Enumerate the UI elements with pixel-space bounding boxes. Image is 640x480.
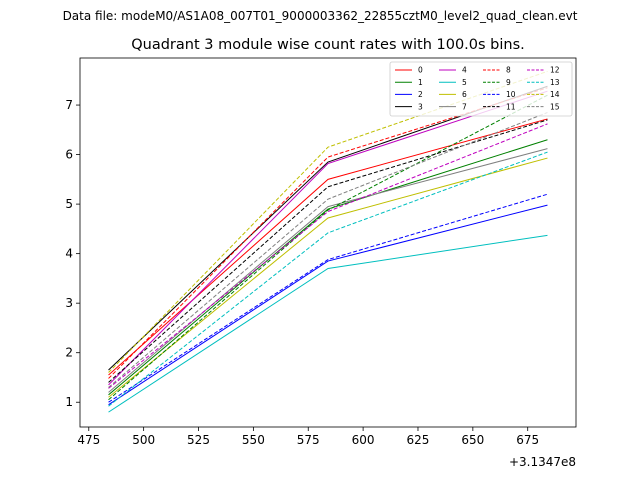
legend-label-10: 10	[506, 90, 516, 99]
x-tick-label-650: 650	[461, 433, 484, 447]
legend-label-8: 8	[506, 66, 511, 75]
x-tick-label-600: 600	[352, 433, 375, 447]
legend-label-13: 13	[550, 78, 560, 87]
series-line-0	[108, 118, 548, 376]
series-line-9	[108, 94, 548, 401]
series-line-3	[108, 85, 548, 371]
legend-label-7: 7	[462, 102, 467, 111]
y-tick-label-2: 2	[65, 346, 73, 360]
legend-label-6: 6	[462, 90, 467, 99]
series-line-1	[108, 139, 548, 396]
legend-label-2: 2	[418, 90, 423, 99]
legend-label-5: 5	[462, 78, 467, 87]
suptitle: Data file: modeM0/AS1A08_007T01_90000033…	[63, 9, 578, 23]
x-tick-label-675: 675	[516, 433, 539, 447]
x-tick-label-500: 500	[132, 433, 155, 447]
x-tick-label-550: 550	[242, 433, 265, 447]
y-tick-label-1: 1	[65, 395, 73, 409]
series-line-5	[108, 234, 548, 413]
series-line-2	[108, 204, 548, 406]
legend-label-11: 11	[506, 102, 516, 111]
legend-label-4: 4	[462, 66, 467, 75]
series-line-11	[108, 119, 548, 383]
y-tick-label-5: 5	[65, 197, 73, 211]
x-tick-label-525: 525	[187, 433, 210, 447]
series-line-6	[108, 157, 548, 398]
legend-label-3: 3	[418, 102, 423, 111]
legend-label-0: 0	[418, 66, 423, 75]
y-tick-label-3: 3	[65, 296, 73, 310]
chart-title: Quadrant 3 module wise count rates with …	[131, 37, 525, 53]
x-tick-label-575: 575	[297, 433, 320, 447]
y-tick-label-7: 7	[65, 98, 73, 112]
legend-label-15: 15	[550, 102, 560, 111]
legend-box	[389, 61, 573, 117]
y-tick-label-6: 6	[65, 148, 73, 162]
series-line-7	[108, 148, 548, 393]
series-line-15	[108, 112, 548, 388]
x-tick-label-475: 475	[77, 433, 100, 447]
series-line-13	[108, 151, 548, 407]
legend-label-9: 9	[506, 78, 511, 87]
legend-label-14: 14	[550, 90, 560, 99]
axes-frame	[79, 57, 577, 428]
y-tick-label-4: 4	[65, 247, 73, 261]
plot-area: 475 500 525 550 575 600 625 650 6751234567012345…	[65, 57, 577, 447]
series-line-10	[108, 193, 548, 403]
x-axis-offset-label: +3.1347e8	[509, 455, 576, 469]
legend-label-12: 12	[550, 66, 560, 75]
series-line-12	[108, 123, 548, 389]
x-tick-label-625: 625	[407, 433, 430, 447]
legend-label-1: 1	[418, 78, 423, 87]
series-line-4	[108, 90, 548, 386]
